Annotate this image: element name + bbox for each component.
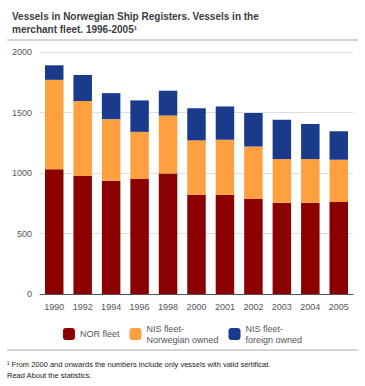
svg-text:Norwegian owned: Norwegian owned — [146, 335, 218, 345]
svg-text:Vessels in Norwegian Ship Regi: Vessels in Norwegian Ship Registers. Ves… — [12, 11, 259, 22]
svg-text:¹ From 2000 and onwards the nu: ¹ From 2000 and onwards the numbers incl… — [7, 360, 270, 369]
svg-text:0: 0 — [27, 289, 32, 299]
svg-text:1500: 1500 — [12, 108, 32, 118]
svg-text:1994: 1994 — [101, 302, 121, 312]
svg-text:2002: 2002 — [243, 302, 263, 312]
svg-text:2000: 2000 — [186, 302, 206, 312]
svg-text:merchant fleet. 1996-2005¹: merchant fleet. 1996-2005¹ — [12, 24, 138, 35]
svg-text:1996: 1996 — [130, 302, 150, 312]
svg-text:NIS fleet-: NIS fleet- — [146, 324, 184, 334]
svg-text:1992: 1992 — [73, 302, 93, 312]
svg-text:1990: 1990 — [44, 302, 64, 312]
svg-text:Read About the statistics.: Read About the statistics. — [7, 371, 92, 380]
svg-text:2000: 2000 — [12, 47, 32, 57]
svg-text:2004: 2004 — [300, 302, 320, 312]
svg-text:500: 500 — [17, 229, 32, 239]
svg-text:2001: 2001 — [215, 302, 235, 312]
svg-text:foreign owned: foreign owned — [246, 335, 303, 345]
svg-text:2005: 2005 — [329, 302, 349, 312]
svg-text:1998: 1998 — [158, 302, 178, 312]
svg-text:1000: 1000 — [12, 168, 32, 178]
svg-text:NIS fleet-: NIS fleet- — [246, 324, 284, 334]
svg-text:2003: 2003 — [272, 302, 292, 312]
svg-text:NOR fleet: NOR fleet — [80, 329, 120, 339]
